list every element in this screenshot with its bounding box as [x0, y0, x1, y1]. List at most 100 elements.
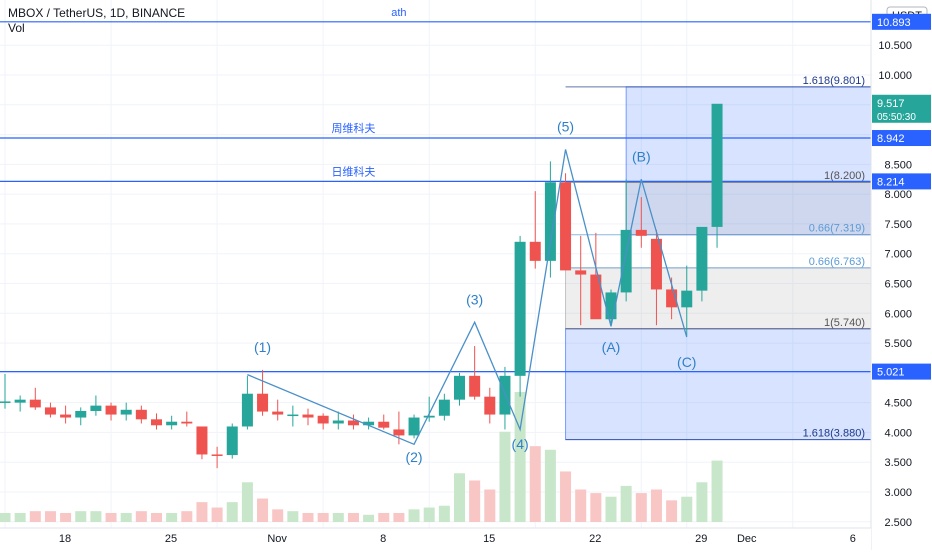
candle[interactable]	[226, 426, 238, 456]
candle[interactable]	[181, 421, 193, 424]
candle[interactable]	[14, 399, 26, 403]
candle[interactable]	[438, 399, 450, 416]
price-badge[interactable]	[872, 13, 931, 30]
candle[interactable]	[514, 241, 526, 376]
price-tick-label: 3.500	[884, 457, 912, 469]
candle[interactable]	[484, 396, 496, 415]
candle[interactable]	[272, 411, 284, 415]
volume-bar	[560, 471, 572, 522]
candle[interactable]	[696, 226, 708, 291]
price-tick-label: 7.000	[884, 249, 912, 261]
volume-bar	[575, 489, 587, 522]
candle[interactable]	[605, 292, 617, 320]
candle[interactable]	[544, 182, 556, 261]
time-tick-label: 29	[695, 533, 707, 545]
candle[interactable]	[666, 289, 678, 308]
candle[interactable]	[302, 414, 314, 418]
time-tick-label: Dec	[737, 533, 757, 545]
candle[interactable]	[60, 414, 72, 418]
candle[interactable]	[363, 421, 375, 426]
volume-bar	[378, 512, 390, 522]
candle[interactable]	[44, 407, 56, 415]
candle[interactable]	[423, 415, 435, 418]
volume-bar	[499, 431, 511, 522]
horizontal-line-label: 日维科夫	[331, 164, 375, 178]
volume-bar	[620, 485, 632, 522]
wave-label: (1)	[254, 339, 271, 355]
candle[interactable]	[681, 290, 693, 308]
candle[interactable]	[560, 182, 572, 271]
candle[interactable]	[635, 229, 647, 236]
volume-bar	[711, 460, 723, 522]
candle[interactable]	[620, 229, 632, 293]
candle[interactable]	[75, 410, 87, 418]
candle[interactable]	[575, 270, 587, 275]
price-badge-label: 9.517	[877, 98, 905, 110]
price-tick-label: 10.000	[878, 70, 912, 82]
volume-bar	[635, 493, 647, 522]
volume-bar	[60, 512, 72, 522]
time-tick-label: 22	[589, 533, 601, 545]
elliott-wave-path[interactable]	[247, 149, 688, 446]
volume-indicator-label[interactable]: Vol	[8, 21, 25, 35]
candle[interactable]	[317, 415, 329, 424]
candle[interactable]	[469, 375, 481, 397]
candle[interactable]	[408, 417, 420, 436]
fib-zone[interactable]	[565, 328, 872, 441]
candle[interactable]	[151, 419, 162, 426]
candle[interactable]	[332, 420, 344, 424]
volume-bar	[605, 496, 617, 522]
candle[interactable]	[0, 401, 11, 403]
volume-bar	[151, 512, 162, 522]
candle[interactable]	[196, 426, 208, 455]
volume-bar	[196, 502, 208, 522]
price-badge[interactable]	[872, 94, 931, 123]
candle[interactable]	[287, 414, 299, 417]
fib-box-layer: 1.618(9.801) 1(8.200) 0.66(7.319) 0.66(6.76…	[565, 75, 872, 441]
candle[interactable]	[711, 103, 723, 227]
price-tick-label: 4.500	[884, 398, 912, 410]
price-badge[interactable]	[872, 173, 931, 190]
price-badge[interactable]	[872, 363, 931, 380]
chart-legend: MBOX / TetherUS, 1D, BINANCE Vol	[8, 6, 185, 36]
price-tick-label: 3.000	[884, 487, 912, 499]
candle[interactable]	[257, 393, 269, 412]
candle[interactable]	[135, 409, 147, 420]
fib-zone[interactable]	[625, 86, 872, 236]
candle[interactable]	[105, 405, 117, 415]
candle[interactable]	[454, 375, 465, 400]
volume-bar	[241, 482, 253, 522]
price-badge-label: 10.893	[877, 17, 911, 29]
volume-bar	[438, 505, 450, 522]
candle[interactable]	[29, 399, 41, 408]
volume-bar	[0, 512, 11, 522]
symbol-title: MBOX / TetherUS, 1D, BINANCE	[8, 6, 186, 20]
volume-bar	[14, 512, 26, 522]
price-tick-label: 4.000	[884, 427, 912, 439]
price-axis-bg	[871, 0, 932, 550]
fib-level-label: 1.618(3.880)	[803, 428, 865, 440]
wave-label: (C)	[677, 354, 696, 370]
time-axis: 18 25 Nov 8 15 22 29 Dec 6	[0, 527, 871, 550]
wave-label: (3)	[466, 291, 483, 307]
volume-bar	[272, 509, 284, 522]
price-badge[interactable]	[872, 130, 931, 147]
candle[interactable]	[120, 409, 132, 415]
volume-bar	[226, 502, 238, 522]
candle[interactable]	[90, 405, 102, 411]
candle[interactable]	[378, 421, 390, 428]
candle[interactable]	[211, 454, 223, 456]
candle[interactable]	[347, 420, 359, 426]
volume-bar	[105, 512, 117, 522]
candle[interactable]	[166, 421, 178, 426]
volume-bar	[650, 489, 662, 522]
volume-layer	[0, 392, 723, 522]
candle[interactable]	[393, 429, 405, 436]
candle[interactable]	[529, 241, 541, 261]
candle[interactable]	[590, 274, 602, 320]
candle[interactable]	[241, 393, 253, 427]
volume-bar	[347, 512, 359, 522]
candle[interactable]	[650, 238, 662, 290]
